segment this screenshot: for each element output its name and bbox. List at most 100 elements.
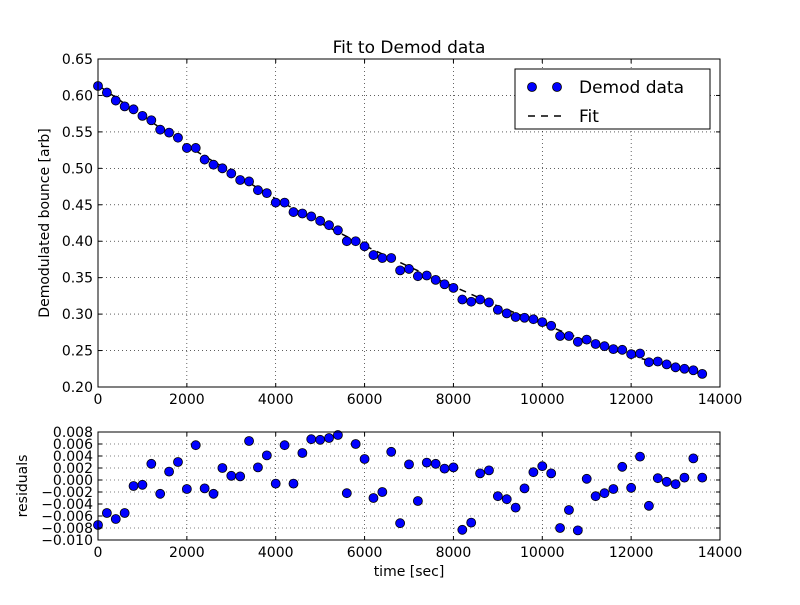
residual-point xyxy=(297,448,308,458)
residuals-y-tick-label: −0.008 xyxy=(41,521,93,537)
residual-point xyxy=(546,468,557,479)
residual-point xyxy=(572,525,583,536)
residuals-x-tick-label: 8000 xyxy=(436,545,472,561)
demod-data-point xyxy=(475,294,485,305)
residual-point xyxy=(608,484,619,494)
top-x-tick-label: 6000 xyxy=(347,392,383,408)
residual-point xyxy=(448,462,459,473)
residual-point xyxy=(341,488,352,499)
demod-data-point xyxy=(528,314,539,325)
residual-points xyxy=(93,430,708,536)
residual-point xyxy=(652,473,663,484)
demod-data-point xyxy=(661,359,672,370)
residual-point xyxy=(235,471,246,482)
top-plot-ylabel: Demodulated bounce [arb] xyxy=(37,128,53,317)
residuals-x-tick-label: 6000 xyxy=(347,545,383,561)
residual-point xyxy=(697,472,708,483)
top-y-tick-label: 0.45 xyxy=(62,198,93,214)
residuals-y-tick-label: 0.004 xyxy=(53,449,93,465)
residual-point xyxy=(412,496,423,506)
residual-point xyxy=(386,446,397,457)
demod-data-point xyxy=(608,344,619,354)
demod-data-point xyxy=(173,132,183,143)
demod-data-point xyxy=(439,279,450,290)
top-x-tick-label: 10000 xyxy=(520,392,565,408)
residual-point xyxy=(199,483,210,494)
demod-data-point xyxy=(208,159,219,170)
top-x-tick-label: 12000 xyxy=(609,392,654,408)
residuals-x-tick-label: 14000 xyxy=(698,545,743,561)
residual-point xyxy=(564,505,574,515)
residuals-x-tick-label: 12000 xyxy=(609,545,654,561)
demod-data-point xyxy=(199,154,210,165)
demod-data-point xyxy=(599,341,610,352)
top-plot-ticks: 0 2000 4000 6000 8000 10000 12000 14000 0.20 0.25… xyxy=(62,52,742,408)
demod-data-point xyxy=(412,271,423,282)
residuals-x-tick-label: 0 xyxy=(94,545,103,561)
top-y-tick-label: 0.20 xyxy=(62,380,93,396)
residual-point xyxy=(270,478,281,489)
residual-point xyxy=(261,450,272,461)
residuals-x-tick-label: 10000 xyxy=(520,545,565,561)
residual-point xyxy=(688,453,699,464)
residuals-y-tick-label: −0.002 xyxy=(41,485,93,501)
residual-point xyxy=(190,440,201,451)
residual-point xyxy=(226,470,237,481)
demod-data-point xyxy=(324,220,334,231)
demod-data-point xyxy=(146,115,157,126)
legend-marker-demod xyxy=(527,82,537,92)
top-x-tick-label: 0 xyxy=(94,392,103,408)
demod-data-point xyxy=(333,225,343,236)
residual-point xyxy=(404,459,414,470)
demod-data-point xyxy=(386,253,397,263)
demod-data-point xyxy=(395,265,406,276)
residual-point xyxy=(635,451,645,462)
demod-data-point xyxy=(652,356,663,367)
demod-data-point xyxy=(537,317,548,328)
residual-point xyxy=(110,514,121,524)
top-y-tick-label: 0.35 xyxy=(62,271,93,287)
residual-point xyxy=(208,488,219,499)
residual-point xyxy=(173,457,183,467)
residual-point xyxy=(288,478,299,489)
residual-point xyxy=(439,463,450,474)
residuals-x-tick-label: 2000 xyxy=(169,545,205,561)
legend-box xyxy=(514,68,711,130)
residual-point xyxy=(457,524,468,535)
residual-point xyxy=(670,479,681,490)
residual-point xyxy=(617,461,628,472)
residual-point xyxy=(279,440,290,451)
demod-data-point xyxy=(288,207,299,217)
demod-data-point xyxy=(341,236,352,247)
residual-point xyxy=(484,465,494,476)
demod-data-point xyxy=(359,241,370,252)
residual-point xyxy=(359,454,370,464)
demod-data-point xyxy=(119,101,130,112)
residuals-y-tick-label: −0.006 xyxy=(41,509,93,525)
residual-point xyxy=(128,481,139,491)
demod-data-point xyxy=(128,104,139,115)
demod-data-point xyxy=(564,331,574,341)
residual-point xyxy=(537,461,548,472)
residuals-plot-frame xyxy=(97,431,721,541)
residual-point xyxy=(137,479,148,490)
residuals-y-tick-label: −0.004 xyxy=(41,497,93,513)
residual-point xyxy=(421,457,432,468)
residual-point xyxy=(146,458,157,469)
top-x-tick-label: 14000 xyxy=(698,392,743,408)
demod-data-point xyxy=(235,175,246,185)
legend-label-demod: Demod data xyxy=(579,78,684,98)
residual-point xyxy=(155,488,166,499)
top-x-tick-label: 8000 xyxy=(436,392,472,408)
demod-data-point xyxy=(617,344,628,355)
demod-data-point xyxy=(572,336,583,347)
residual-point xyxy=(626,482,637,493)
demod-data-point xyxy=(484,297,494,308)
demod-data-point xyxy=(279,197,290,208)
demod-data-point xyxy=(510,312,521,322)
top-y-tick-label: 0.40 xyxy=(62,234,93,250)
residual-point xyxy=(315,434,326,445)
residual-point xyxy=(644,500,654,511)
